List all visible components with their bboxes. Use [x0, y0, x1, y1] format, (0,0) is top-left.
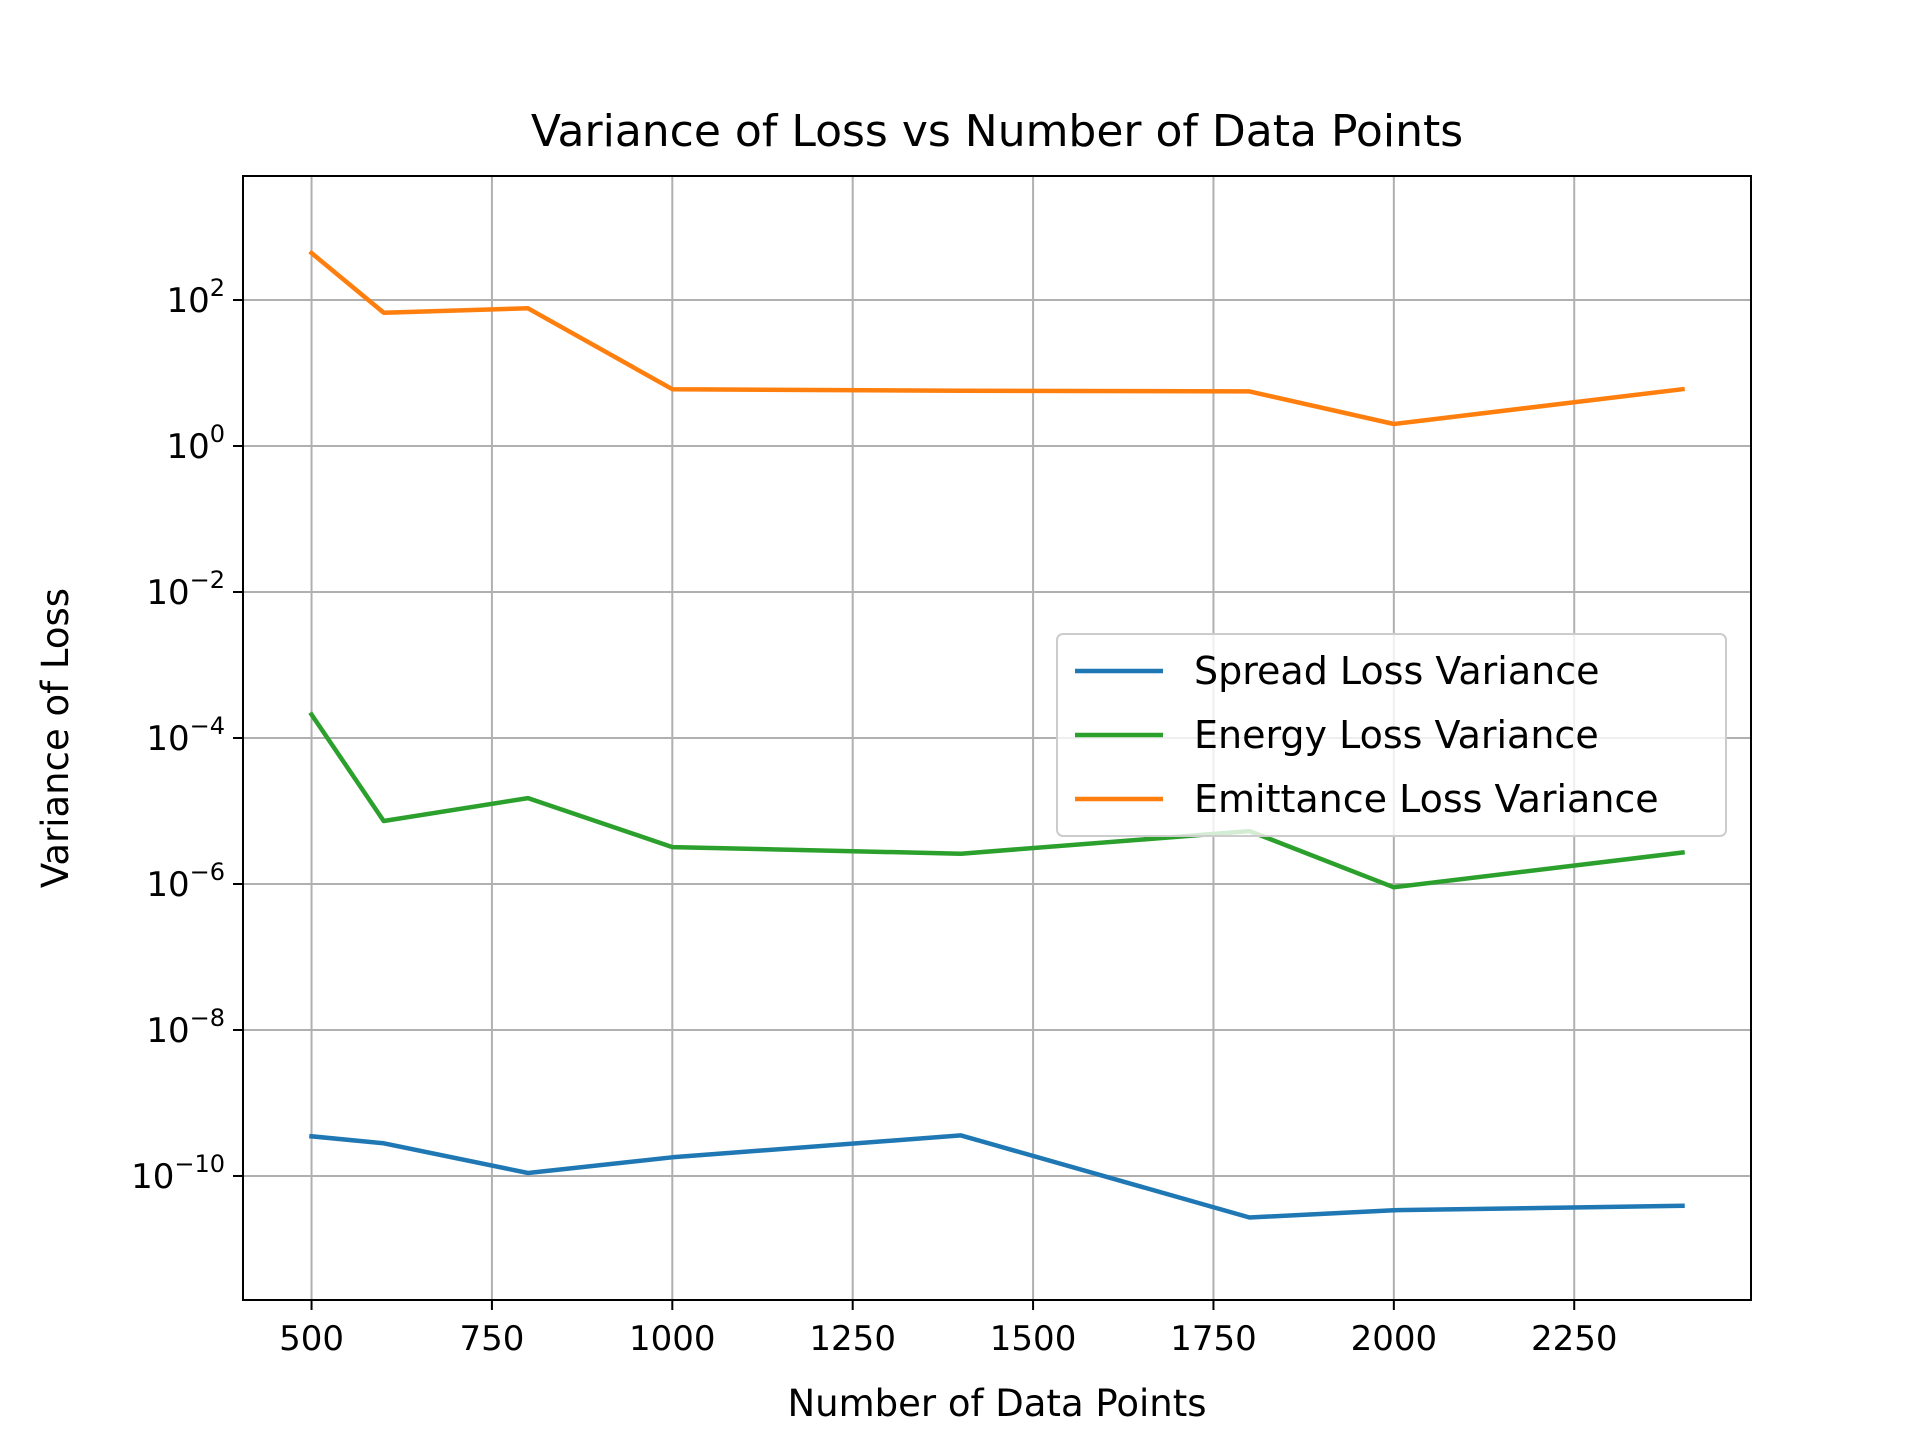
legend-label: Spread Loss Variance: [1194, 649, 1599, 693]
x-tick-label: 1250: [809, 1319, 896, 1359]
x-tick-label: 2000: [1351, 1319, 1438, 1359]
x-tick-label: 500: [279, 1319, 344, 1359]
x-tick-label: 2250: [1531, 1319, 1618, 1359]
x-axis-label: Number of Data Points: [787, 1382, 1206, 1425]
y-axis-label: Variance of Loss: [34, 588, 77, 888]
y-tick-label: 10−10: [131, 1150, 225, 1197]
y-tick-label: 10−6: [146, 858, 225, 905]
axis-ticks: 500 750 1000 1250 1500 1750 2000 2250 10−10 10−8 1…: [131, 274, 1617, 1359]
y-tick-label: 10−8: [146, 1004, 225, 1051]
y-tick-label: 100: [166, 420, 225, 467]
legend-label: Emittance Loss Variance: [1194, 777, 1659, 821]
y-tick-label: 10−4: [146, 712, 225, 759]
x-tick-label: 1750: [1170, 1319, 1257, 1359]
x-tick-label: 1000: [629, 1319, 716, 1359]
chart-title: Variance of Loss vs Number of Data Point…: [531, 106, 1463, 157]
x-tick-label: 750: [459, 1319, 524, 1359]
series-line-2: [308, 711, 1686, 890]
legend: Spread Loss Variance Energy Loss Variance…: [1056, 633, 1727, 837]
legend-label: Energy Loss Variance: [1194, 713, 1599, 757]
y-tick-label: 10−2: [146, 566, 225, 613]
series-lines: [308, 249, 1686, 1220]
series-line-3: [308, 249, 1686, 427]
legend-box: [1056, 633, 1727, 837]
grid-lines: [243, 176, 1751, 1300]
x-tick-label: 1500: [990, 1319, 1077, 1359]
y-tick-label: 102: [166, 274, 225, 321]
series-line-1: [309, 1133, 1685, 1220]
